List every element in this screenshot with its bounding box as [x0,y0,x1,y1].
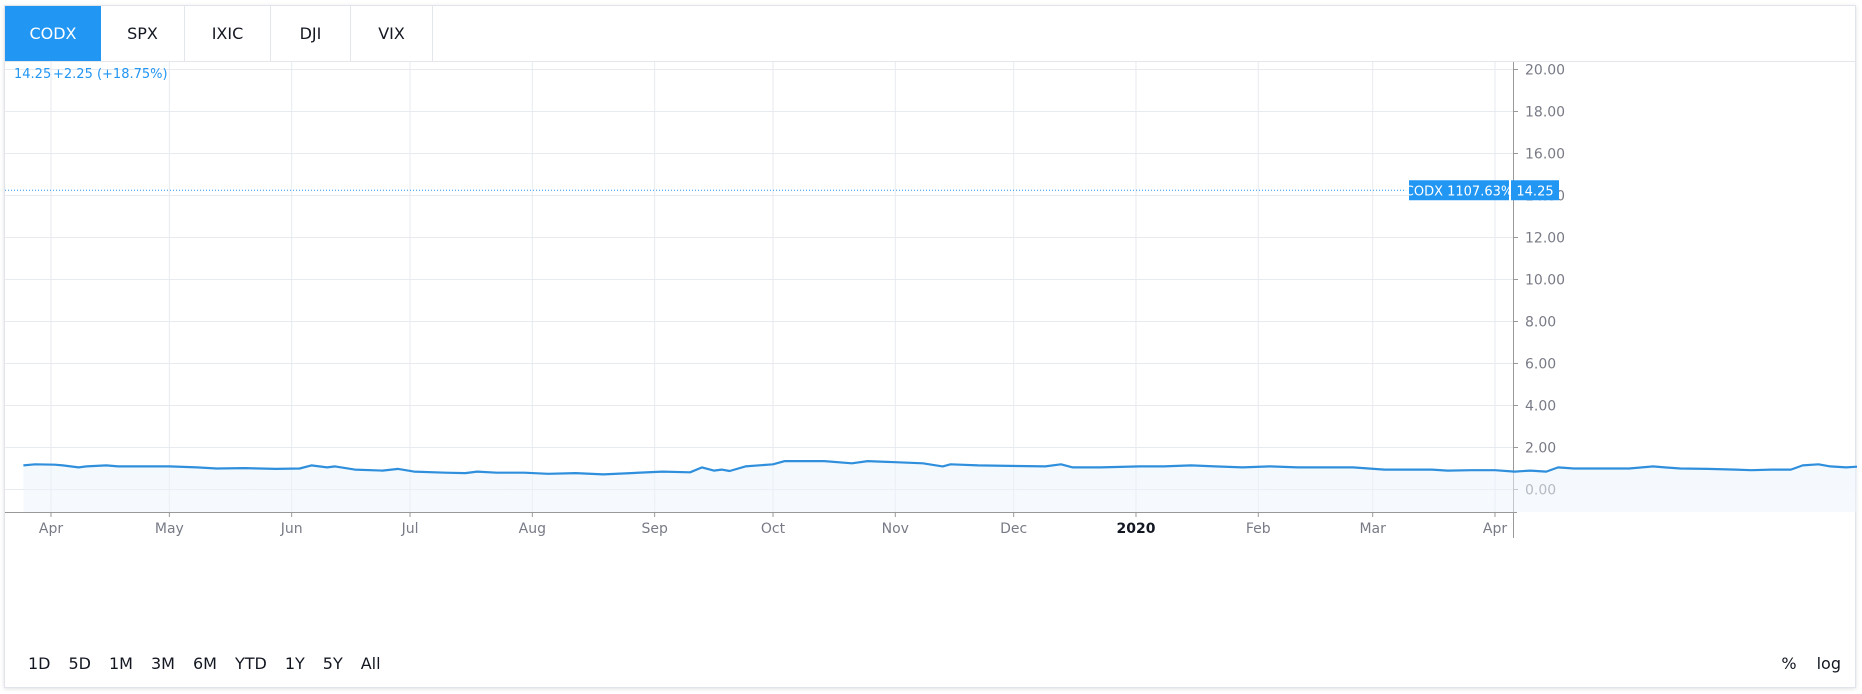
range-1d[interactable]: 1D [28,654,51,673]
tab-ixic[interactable]: IXIC [185,6,271,61]
range-ytd[interactable]: YTD [234,654,267,673]
x-tick-label: Feb [1246,521,1271,537]
range-all[interactable]: All [360,654,381,673]
series-area [23,461,1857,512]
x-tick-label: Mar [1359,521,1386,537]
y-tick-label: 20.00 [1525,63,1565,79]
x-tick-label: Sep [641,521,668,537]
x-tick-label: Aug [519,521,546,537]
x-tick-label: Jun [280,521,303,537]
legend-price: 14.25 [14,67,51,82]
x-tick-label: Apr [1483,521,1507,537]
chart-widget: CODX SPX IXIC DJI VIX 20.00 18.00 16.00 14.… [4,5,1857,689]
price-chart[interactable]: 20.0018.0016.0014.0012.0010.008.006.004.… [5,6,1857,689]
range-1y[interactable]: 1Y [284,654,305,673]
range-selector: 1D 5D 1M 3M 6M YTD 1Y 5Y All [19,654,390,673]
x-tick-label: Jul [401,521,419,537]
range-3m[interactable]: 3M [150,654,175,673]
price-tag-value-bg [1511,180,1559,201]
tab-dji[interactable]: DJI [271,6,351,61]
range-6m[interactable]: 6M [192,654,217,673]
legend-change: +2.25 (+18.75%) [53,67,168,82]
range-5y[interactable]: 5Y [322,654,343,673]
x-tick-label: Apr [39,521,63,537]
price-tag: CODX 1107.63% 14.25 [1405,180,1559,201]
x-tick-label: May [155,521,184,537]
tabs-divider [5,61,1855,62]
symbol-tabs: CODX SPX IXIC DJI VIX [5,6,433,61]
tab-vix[interactable]: VIX [351,6,433,61]
y-tick-label: 12.00 [1525,231,1565,247]
y-tick-label: 6.00 [1525,357,1556,373]
tab-spx[interactable]: SPX [101,6,185,61]
y-tick-label: 18.00 [1525,105,1565,121]
series-line [23,460,1857,476]
log-scale-toggle[interactable]: log [1816,654,1841,673]
x-tick-label: 2020 [1116,521,1155,537]
range-5d[interactable]: 5D [68,654,92,673]
y-tick-label: 16.00 [1525,147,1565,163]
y-tick-label: 4.00 [1525,399,1556,415]
price-tag-label: CODX 1107.63% [1405,184,1513,199]
y-tick-label: 8.00 [1525,315,1556,331]
x-tick-label: Oct [761,521,786,537]
x-tick-label: Nov [882,521,909,537]
price-tag-label-bg [1409,180,1509,201]
price-tag-value: 14.25 [1516,184,1553,199]
y-tick-label: 2.00 [1525,441,1556,457]
tab-codx[interactable]: CODX [5,6,101,61]
percent-scale-toggle[interactable]: % [1781,654,1797,673]
grid [5,62,1513,512]
scale-options: % log [1761,654,1841,673]
y-tick-label: 10.00 [1525,273,1565,289]
range-1m[interactable]: 1M [109,654,133,673]
x-tick-label: Dec [1000,521,1027,537]
